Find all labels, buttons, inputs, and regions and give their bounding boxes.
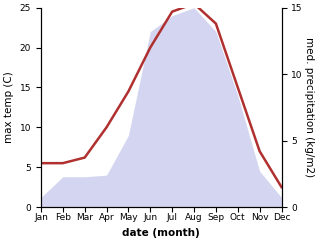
X-axis label: date (month): date (month) bbox=[122, 228, 200, 238]
Y-axis label: med. precipitation (kg/m2): med. precipitation (kg/m2) bbox=[304, 37, 314, 177]
Y-axis label: max temp (C): max temp (C) bbox=[4, 71, 14, 143]
